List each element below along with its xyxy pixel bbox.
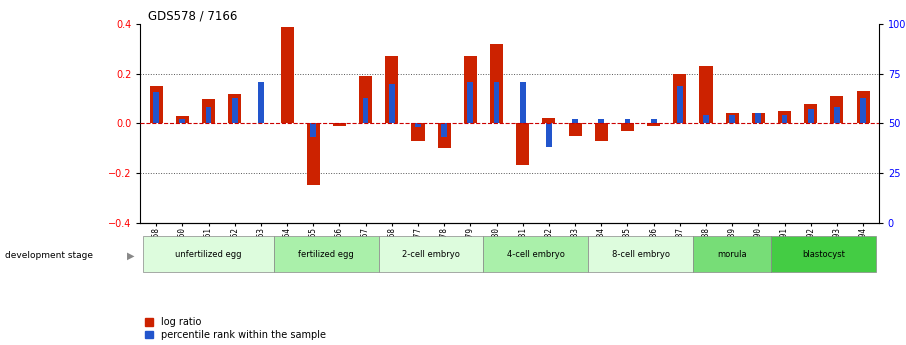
Bar — [274, 236, 379, 273]
Bar — [673, 74, 687, 124]
Bar — [516, 124, 529, 166]
Bar — [699, 66, 712, 124]
Bar — [385, 56, 399, 124]
Bar — [438, 124, 450, 148]
Bar — [569, 124, 582, 136]
Text: GDS578 / 7166: GDS578 / 7166 — [148, 10, 237, 23]
Bar — [598, 119, 604, 124]
Bar — [179, 119, 185, 124]
Text: 2-cell embryo: 2-cell embryo — [402, 250, 460, 259]
Legend: log ratio, percentile rank within the sample: log ratio, percentile rank within the sa… — [145, 317, 326, 340]
Bar — [693, 236, 772, 273]
Bar — [856, 91, 870, 124]
Bar — [647, 124, 660, 126]
Text: 4-cell embryo: 4-cell embryo — [506, 250, 564, 259]
Bar — [752, 114, 765, 124]
Bar — [490, 44, 503, 124]
Bar — [411, 124, 425, 141]
Bar — [362, 98, 369, 124]
Bar — [772, 236, 876, 273]
Bar — [379, 236, 484, 273]
Bar — [484, 236, 588, 273]
Bar — [860, 98, 866, 124]
Bar — [831, 96, 843, 124]
Text: fertilized egg: fertilized egg — [298, 250, 354, 259]
Bar — [494, 82, 499, 124]
Bar — [143, 236, 274, 273]
Bar — [311, 124, 316, 137]
Bar — [573, 119, 578, 124]
Text: blastocyst: blastocyst — [803, 250, 845, 259]
Bar — [805, 104, 817, 124]
Bar — [464, 56, 477, 124]
Bar — [333, 124, 346, 126]
Bar — [359, 76, 372, 124]
Bar — [228, 93, 241, 124]
Bar — [834, 108, 840, 124]
Bar — [149, 86, 163, 124]
Bar — [543, 118, 555, 124]
Bar — [621, 124, 634, 131]
Text: unfertilized egg: unfertilized egg — [175, 250, 242, 259]
Bar — [441, 124, 447, 137]
Text: morula: morula — [718, 250, 747, 259]
Bar — [624, 119, 631, 124]
Bar — [677, 86, 683, 124]
Bar — [202, 99, 215, 124]
Bar — [756, 114, 761, 124]
Bar — [281, 27, 294, 124]
Bar — [782, 116, 787, 124]
Text: 8-cell embryo: 8-cell embryo — [612, 250, 670, 259]
Bar — [726, 114, 738, 124]
Bar — [153, 92, 159, 124]
Bar — [415, 124, 421, 127]
Bar — [307, 124, 320, 185]
Bar — [808, 109, 814, 124]
Bar — [232, 98, 237, 124]
Bar — [389, 84, 395, 124]
Bar — [703, 116, 708, 124]
Bar — [176, 116, 188, 124]
Bar — [520, 82, 525, 124]
Bar — [467, 82, 473, 124]
Bar — [778, 111, 791, 124]
Bar — [594, 124, 608, 141]
Bar — [588, 236, 693, 273]
Bar — [546, 124, 552, 147]
Text: development stage: development stage — [5, 252, 92, 260]
Bar — [729, 116, 735, 124]
Bar — [258, 82, 264, 124]
Bar — [651, 119, 657, 124]
Text: ▶: ▶ — [127, 251, 134, 261]
Bar — [206, 108, 211, 124]
